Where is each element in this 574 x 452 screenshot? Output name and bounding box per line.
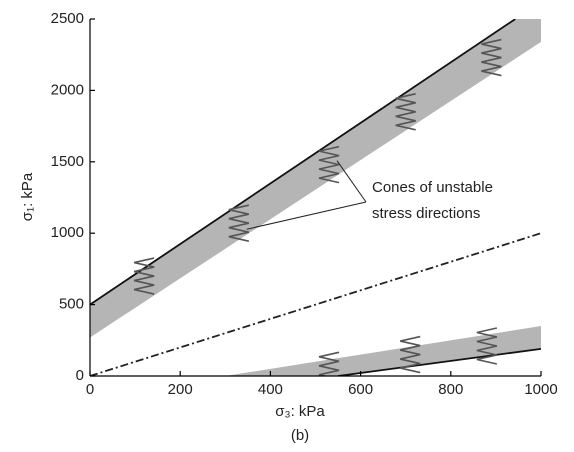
x-tick-label: 800 [438,381,463,398]
cone [228,204,250,242]
y-tick-label: 2000 [51,81,84,98]
x-tick-label: 200 [168,381,193,398]
x-tick-label: 600 [348,381,373,398]
annotation: stress directions [372,205,480,222]
y-tick-label: 2500 [51,10,84,27]
plot-area [90,19,541,376]
cone [318,351,340,376]
band [225,326,541,376]
y-tick-label: 1500 [51,153,84,170]
x-tick-label: 1000 [524,381,557,398]
cone [318,145,340,184]
x-tick-label: 0 [86,381,94,398]
cone [481,38,502,77]
cone [400,335,421,374]
cone [133,257,155,295]
annotation-leader [336,160,367,203]
y-tick-label: 500 [59,296,84,313]
line [90,19,516,306]
annotation-leader [246,201,367,230]
y-tick-label: 0 [76,367,84,384]
band [90,19,541,338]
caption: (b) [291,427,309,444]
annotation: Cones of unstable [372,179,493,196]
line [90,232,541,376]
y-tick-label: 1000 [51,224,84,241]
x-axis-label: σ₃: kPa [275,403,325,420]
cone [395,93,416,131]
cone [476,327,498,365]
x-tick-label: 400 [258,381,283,398]
line [337,347,541,376]
y-axis-label: σ₁: kPa [19,172,36,221]
